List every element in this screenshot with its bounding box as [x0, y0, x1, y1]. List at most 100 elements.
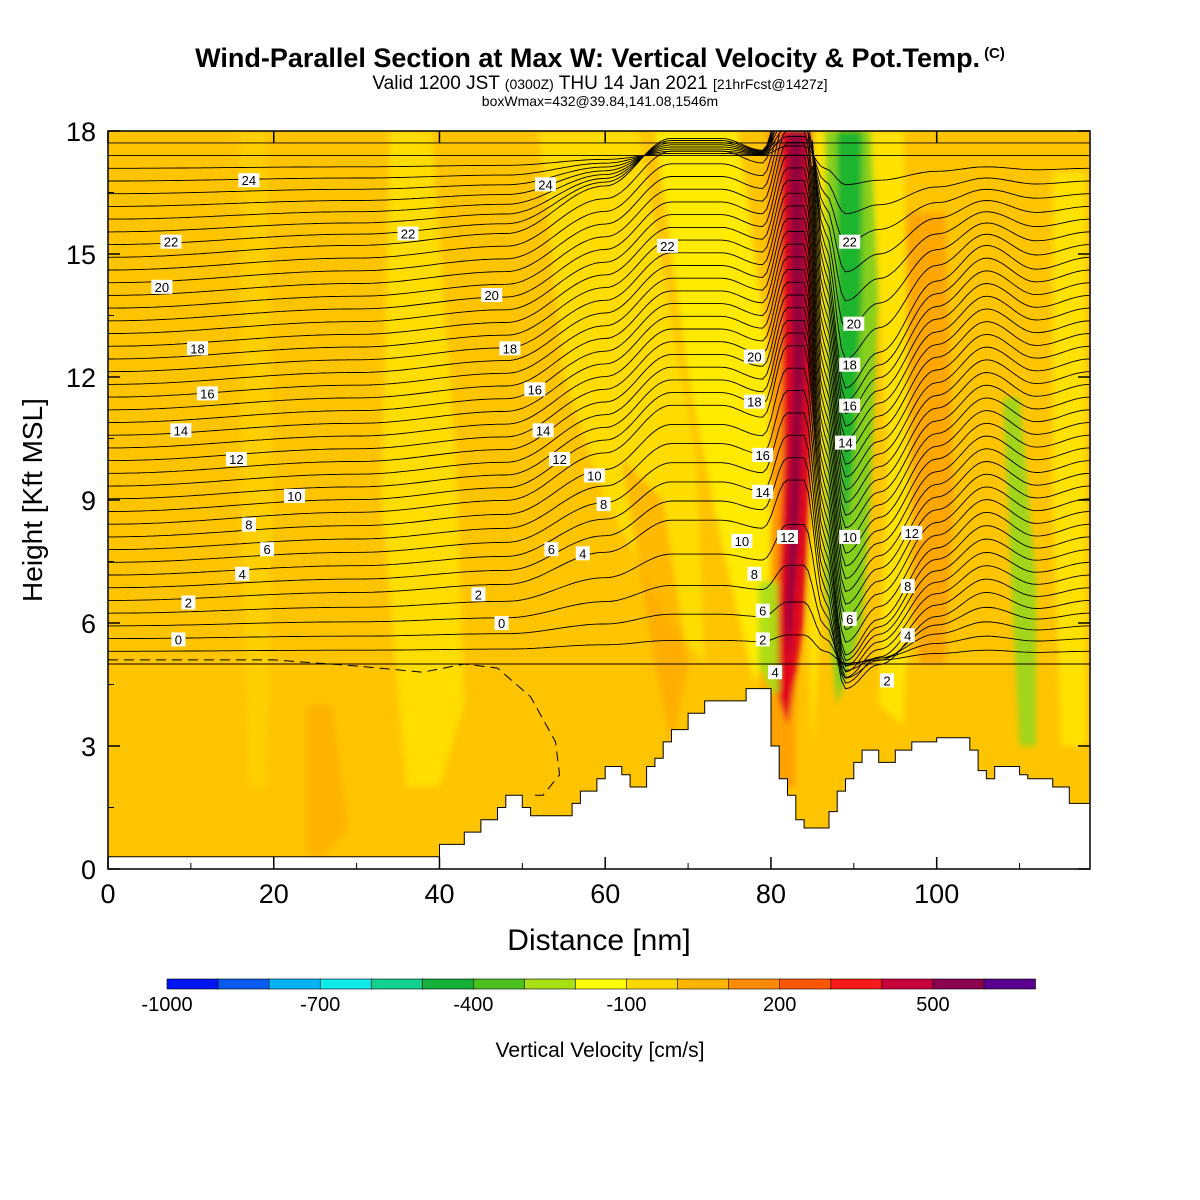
contour-label-text: 12: [552, 452, 566, 467]
contour-label-text: 14: [536, 423, 550, 438]
colorbar: -1000 -700 -400 -100 200 500: [141, 978, 1036, 1016]
colorbar-label: Vertical Velocity [cm/s]: [496, 1039, 705, 1062]
theta-contour-line: [108, 269, 1090, 580]
contour-label: 12: [225, 452, 247, 467]
contour-label-text: 8: [245, 518, 252, 533]
theta-contour-line: [108, 131, 1090, 273]
theta-contour-line: [108, 135, 1090, 360]
contour-label: 10: [839, 529, 861, 545]
contour-label: 20: [481, 288, 503, 303]
contour-label: 6: [260, 542, 275, 557]
theta-contour-line: [108, 180, 1090, 491]
contour-label-text: 8: [904, 579, 911, 594]
y-axis: 0 3 6 9 12 15 18: [66, 117, 1090, 885]
contour-label: 8: [900, 579, 915, 594]
theta-contour-line: [108, 601, 1090, 666]
contour-label-text: 10: [587, 468, 601, 483]
colorbar-swatch: [268, 978, 322, 990]
contour-label-text: 6: [263, 542, 270, 557]
valid-time-line: Valid 1200 JST (0300Z) THU 14 Jan 2021 […: [0, 73, 1200, 95]
y-tick-label: 3: [81, 732, 96, 762]
contour-label: 2: [181, 595, 196, 611]
colorbar-tick-label: 500: [916, 994, 949, 1016]
contour-label: 22: [656, 238, 678, 254]
theta-contour-line: [108, 457, 1090, 684]
contour-label: 14: [835, 435, 856, 451]
contour-label-text: 24: [242, 173, 256, 188]
contour-label-text: 16: [200, 386, 214, 401]
orange-band-central: [621, 459, 689, 746]
theta-contour-line: [108, 131, 1090, 402]
contour-label-text: 6: [548, 542, 555, 557]
colorbar-swatch: [728, 978, 781, 990]
contour-label-text: 8: [751, 567, 758, 582]
colorbar-swatch: [626, 978, 679, 990]
theta-contour-line: [108, 281, 1090, 592]
contour-label: 16: [752, 447, 774, 463]
x-tick-label: 60: [590, 879, 620, 909]
theta-contour-line: [108, 345, 1090, 656]
contour-label: 14: [752, 484, 774, 500]
contour-label-text: 12: [905, 526, 919, 541]
theta-contour-line: [108, 390, 1090, 667]
contour-label-text: 2: [759, 632, 766, 647]
colorbar-swatch: [319, 978, 373, 990]
contour-label-text: 12: [229, 452, 243, 467]
x-tick-label: 80: [756, 879, 786, 909]
y-axis-label: Height [Kft MSL]: [17, 398, 48, 602]
y-tick-label: 15: [66, 240, 96, 270]
theta-contour-line: [108, 332, 1090, 643]
contour-label: 4: [575, 546, 590, 561]
contour-label-text: 4: [579, 546, 586, 561]
theta-contour-line: [108, 131, 1090, 244]
yellow-band-west: [381, 131, 465, 787]
contour-label-text: 18: [190, 341, 204, 356]
terrain: [108, 688, 1090, 869]
contour-label: 22: [839, 234, 861, 250]
contour-label: 16: [839, 398, 861, 414]
box-wmax-line: boxWmax=432@39.84,141.08,1546m: [481, 93, 719, 109]
x-axis: 0 20 40 60 80 100: [100, 131, 1021, 909]
contour-label-text: 16: [528, 382, 542, 397]
copyright-mark: (C): [984, 45, 1005, 62]
contour-label: 16: [524, 382, 546, 397]
contour-label: 12: [549, 452, 571, 467]
colorbar-swatch: [779, 978, 832, 990]
contour-label-text: 18: [747, 395, 761, 410]
contour-label: 18: [187, 341, 208, 356]
theta-contour-line: [108, 256, 1090, 567]
theta-contour-line: [108, 205, 1090, 516]
colorbar-tick-label: -100: [606, 994, 646, 1016]
theta-contour-line: [108, 145, 1090, 186]
contour-label-text: 2: [883, 673, 890, 688]
chart-title: Wind-Parallel Section at Max W: Vertical…: [195, 43, 1005, 73]
colorbar-swatch: [473, 978, 526, 990]
zero-vertical-velocity-contour: [108, 659, 561, 796]
contour-label-text: 20: [484, 288, 498, 303]
x-tick-label: 0: [100, 879, 115, 909]
colorbar-swatch: [932, 978, 985, 990]
contour-label: 2: [471, 587, 486, 602]
colorbar-swatch: [421, 978, 475, 990]
contour-label: 24: [535, 177, 556, 192]
contour-label-text: 20: [155, 280, 169, 295]
contour-label: 12: [777, 529, 798, 545]
contour-label: 10: [284, 488, 305, 504]
contour-label-text: 20: [847, 317, 861, 332]
contour-label: 20: [743, 349, 765, 365]
contour-label: 4: [900, 628, 915, 643]
contour-label-text: 22: [164, 235, 178, 250]
theta-contour-line: [108, 132, 1090, 389]
contour-label: 10: [583, 468, 605, 483]
theta-contour-line: [108, 167, 1090, 478]
contour-label: 18: [743, 394, 765, 410]
contour-label-text: 14: [174, 423, 188, 438]
colorbar-swatch: [983, 978, 1036, 990]
colorbar-swatch: [166, 978, 219, 990]
theta-contour-line: [108, 135, 1090, 215]
contour-label-text: 18: [503, 341, 517, 356]
contour-label-text: 8: [600, 497, 607, 512]
y-tick-label: 12: [66, 363, 96, 393]
